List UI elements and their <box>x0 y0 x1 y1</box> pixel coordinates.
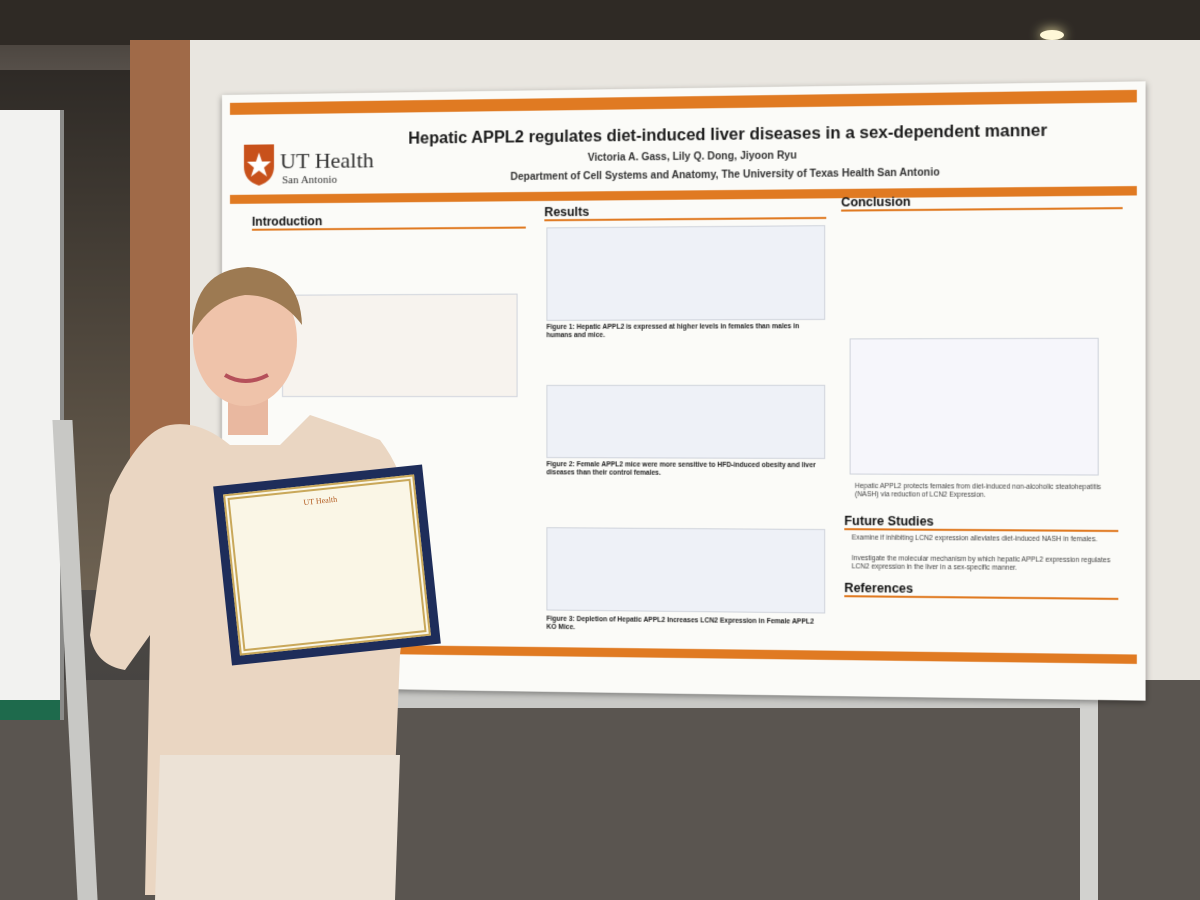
conclusion-caption: Hepatic APPL2 protects females from diet… <box>855 483 1102 501</box>
certificate: UT Health <box>213 465 441 666</box>
figure-panel <box>546 225 825 321</box>
ceiling <box>0 0 1200 45</box>
figure-panel <box>546 527 825 613</box>
adjacent-poster <box>0 110 64 720</box>
orange-band <box>230 90 1137 115</box>
department: Department of Cell Systems and Anatomy, … <box>510 167 939 183</box>
section-heading: References <box>844 581 1118 600</box>
skirt <box>155 755 400 900</box>
figure-caption: Figure 1: Hepatic APPL2 is expressed at … <box>546 323 823 340</box>
section-heading: Future Studies <box>844 514 1118 532</box>
figure-panel <box>546 385 825 459</box>
certificate-logo: UT Health <box>230 481 411 515</box>
adjacent-poster-edge <box>0 700 60 720</box>
logo-name: UT Health <box>280 147 374 174</box>
authors: Victoria A. Gass, Lily Q. Dong, Jiyoon R… <box>588 150 797 164</box>
section-heading: Conclusion <box>841 192 1123 211</box>
poster-title: Hepatic APPL2 regulates diet-induced liv… <box>408 122 1047 148</box>
conclusion-diagram <box>850 338 1099 476</box>
future-item: Investigate the molecular mechanism by w… <box>852 555 1115 574</box>
section-heading: Introduction <box>252 212 526 230</box>
logo-shield <box>242 142 276 186</box>
figure-caption: Figure 3: Depletion of Hepatic APPL2 Inc… <box>546 616 823 636</box>
section-heading: Results <box>544 202 826 221</box>
figure-caption: Figure 2: Female APPL2 mice were more se… <box>546 461 823 478</box>
logo-place: San Antonio <box>282 174 337 187</box>
ceiling-light <box>1040 30 1064 40</box>
certificate-paper: UT Health <box>223 474 431 655</box>
future-item: Examine if inhibiting LCN2 expression al… <box>852 534 1115 544</box>
